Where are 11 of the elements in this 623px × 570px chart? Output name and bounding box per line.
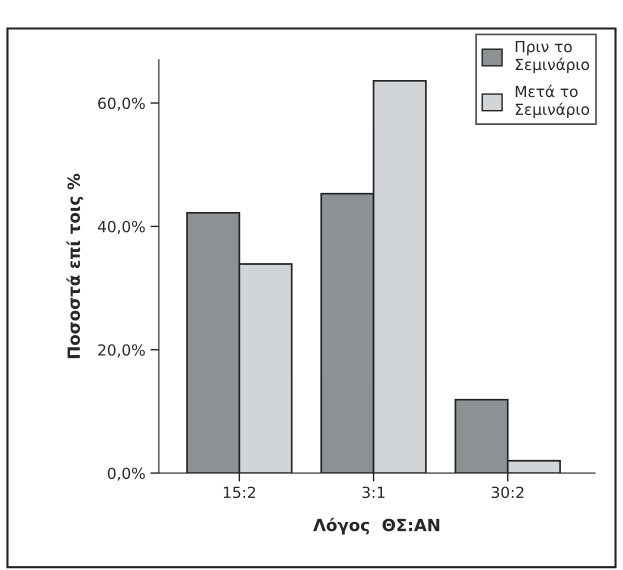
x-tick-label: 3:1 bbox=[362, 486, 384, 498]
y-tick-label: 20,0% bbox=[98, 344, 145, 358]
y-tick-label: 0,0% bbox=[108, 468, 145, 481]
y-tick-label: 60,0% bbox=[98, 97, 145, 111]
y-tick-label: 40,0% bbox=[98, 220, 145, 234]
legend-label: Μετά το Σεμινάριο bbox=[516, 84, 590, 118]
x-tick-label: 15:2 bbox=[224, 486, 255, 498]
legend-label: Πριν το Σεμινάριο bbox=[516, 41, 590, 74]
x-axis-title: Λόγος ΘΣ:ΑΝ bbox=[313, 518, 440, 535]
y-axis-title: Ποσοστά επί τοις % bbox=[66, 174, 84, 358]
x-tick-label: 30:2 bbox=[492, 486, 524, 498]
